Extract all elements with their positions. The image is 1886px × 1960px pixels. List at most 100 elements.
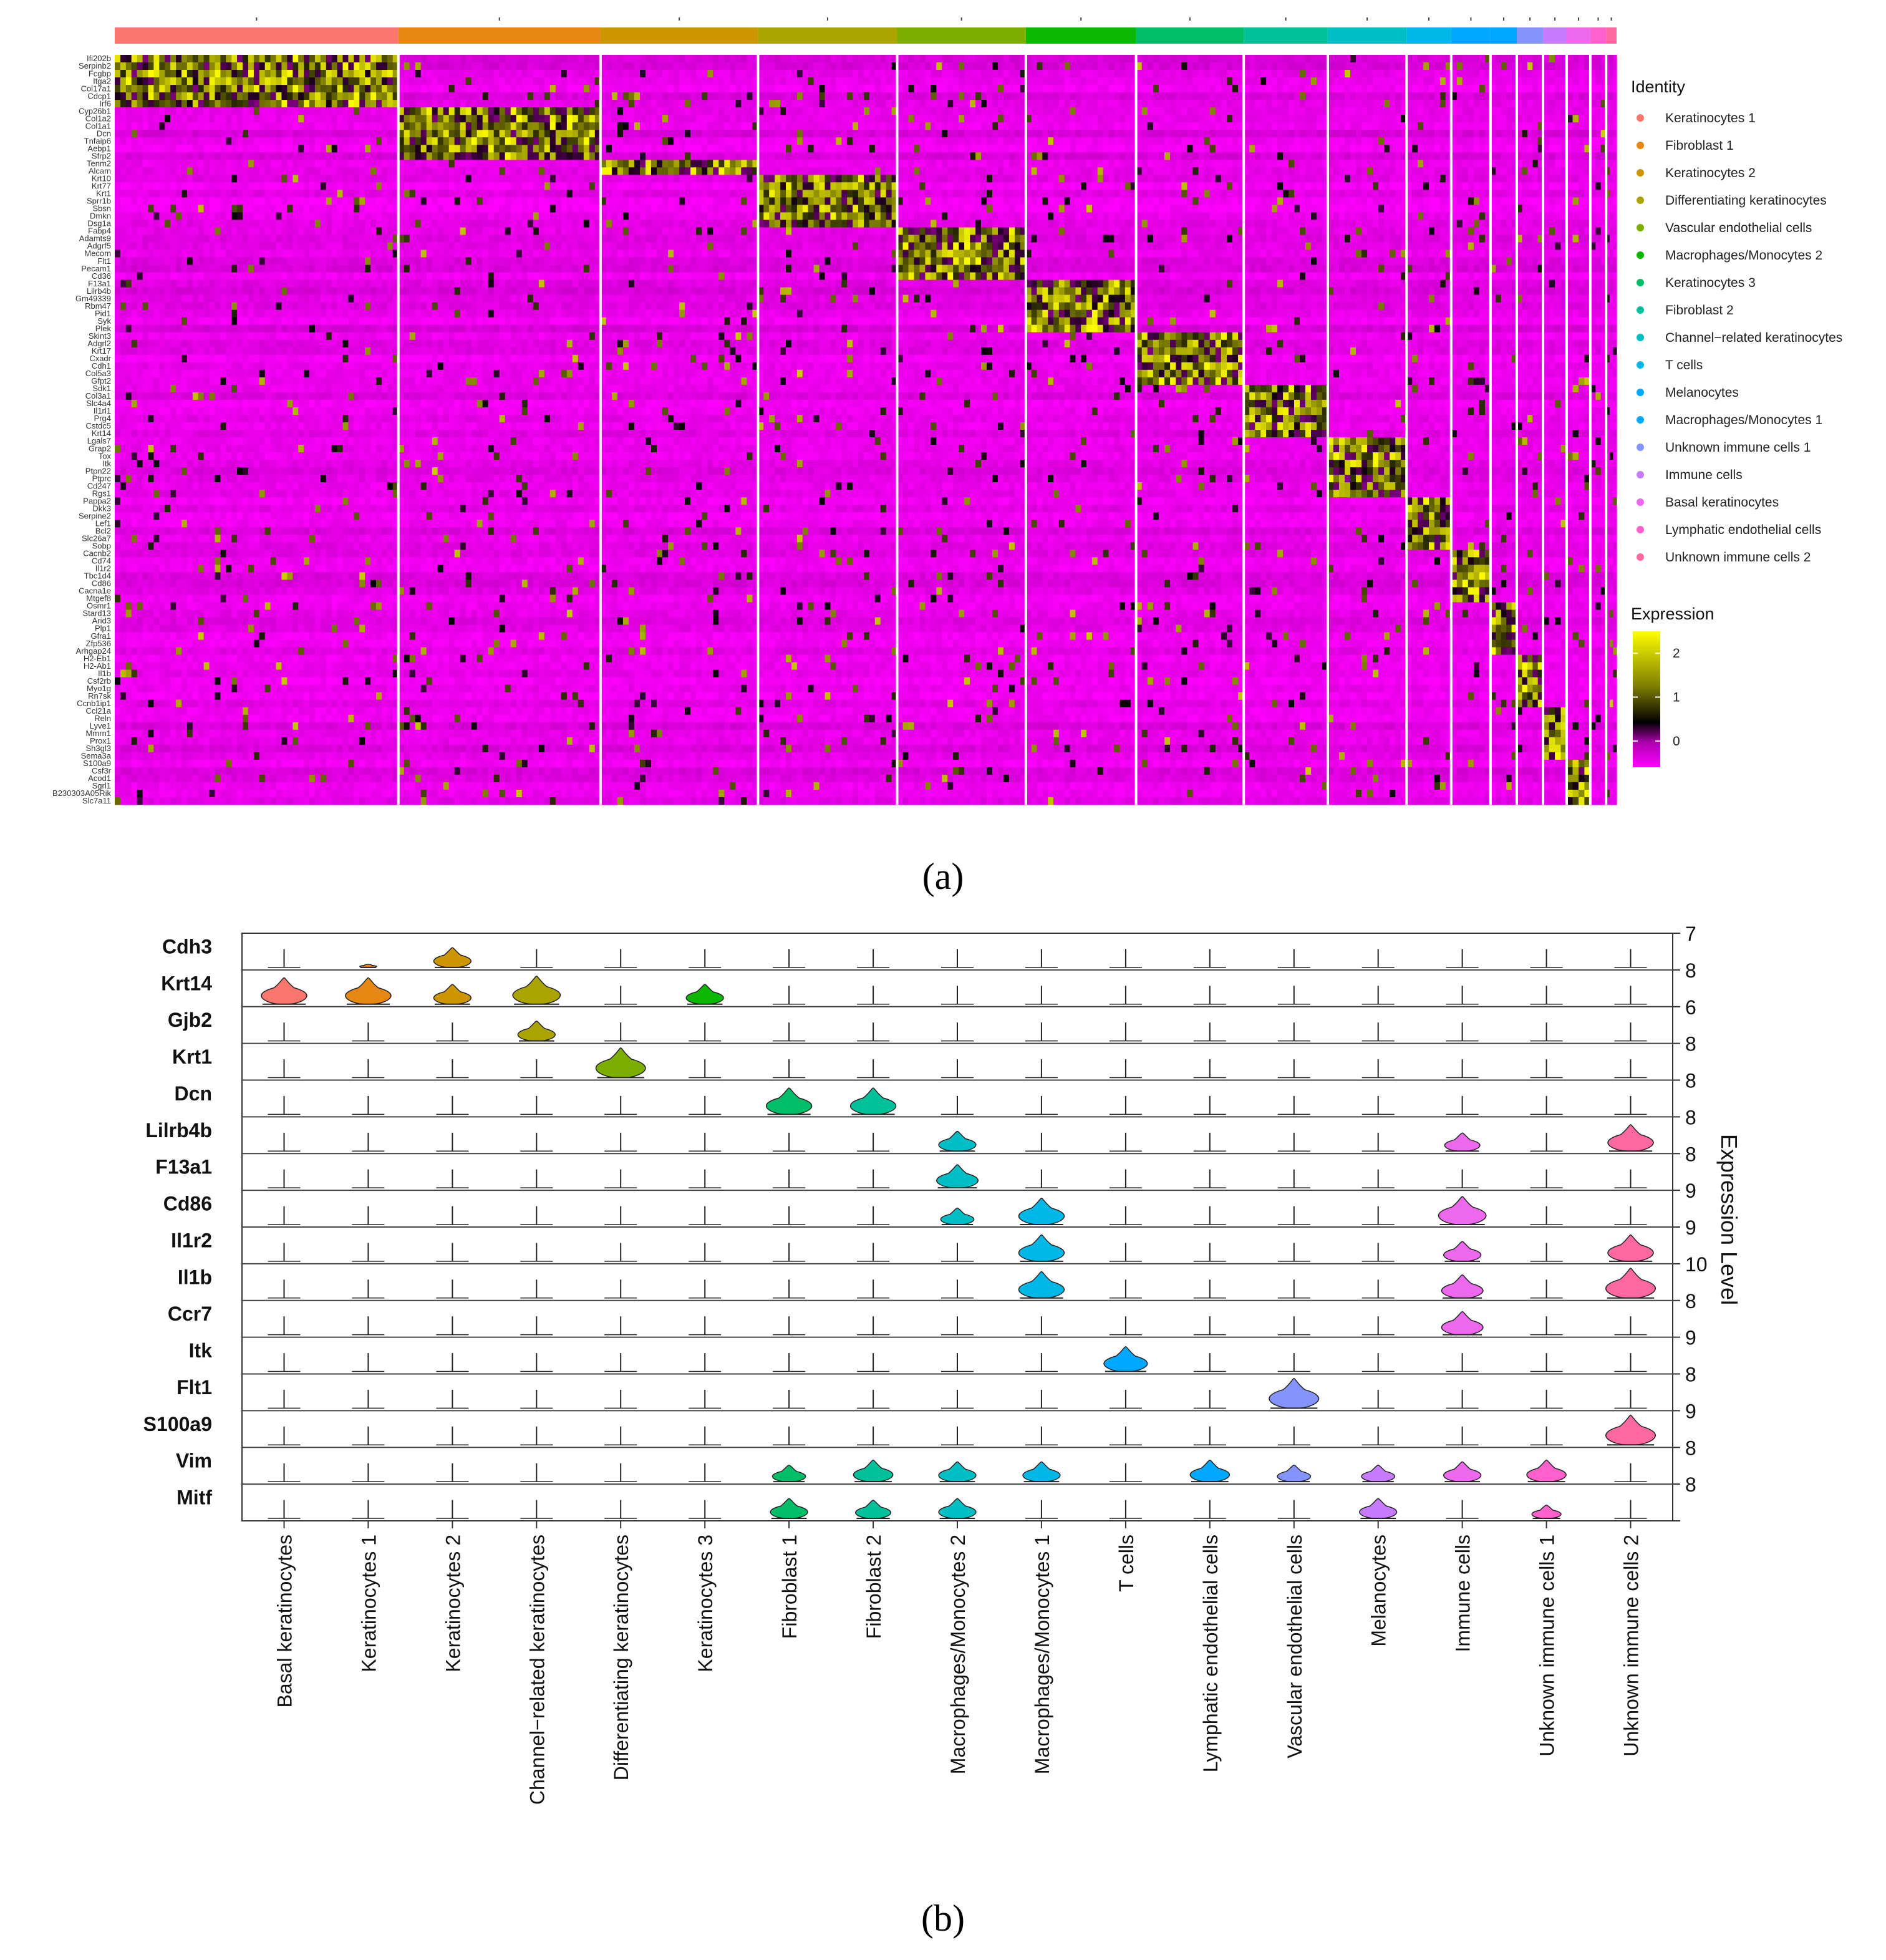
- heatmap-cell: [170, 639, 177, 648]
- heatmap-cell: [293, 77, 299, 85]
- heatmap-cell: [320, 557, 327, 565]
- heatmap-row-segment: [115, 339, 399, 348]
- heatmap-cell: [237, 407, 243, 415]
- heatmap-cell: [125, 160, 132, 168]
- heatmap-cell: [392, 565, 399, 573]
- heatmap-cell: [354, 392, 360, 400]
- heatmap-cell: [370, 100, 377, 108]
- heatmap-cell: [142, 197, 149, 205]
- heatmap-cell: [192, 677, 199, 686]
- heatmap-cell: [376, 279, 382, 288]
- heatmap-cell: [159, 197, 165, 205]
- heatmap-cell: [186, 527, 193, 535]
- heatmap-cell: [192, 197, 199, 205]
- heatmap-cell: [215, 182, 221, 190]
- heatmap-cell: [170, 527, 177, 535]
- heatmap-cell: [248, 714, 254, 723]
- heatmap-cell: [148, 317, 154, 326]
- heatmap-cell: [320, 182, 327, 190]
- heatmap-cell: [276, 550, 282, 558]
- heatmap-cell: [304, 580, 310, 588]
- heatmap-cell: [231, 572, 238, 580]
- heatmap-cell: [198, 339, 205, 348]
- heatmap-cell: [381, 512, 388, 520]
- heatmap-cell: [131, 617, 138, 625]
- heatmap-cell: [198, 205, 205, 213]
- heatmap-cell: [192, 654, 199, 662]
- heatmap-cell: [381, 520, 388, 528]
- heatmap-cell: [348, 384, 354, 393]
- heatmap-cell: [153, 632, 160, 640]
- heatmap-cell: [181, 407, 188, 415]
- heatmap-cell: [159, 707, 165, 716]
- heatmap-cell: [348, 287, 354, 295]
- heatmap-cell: [387, 190, 394, 198]
- heatmap-cell: [298, 744, 304, 753]
- heatmap-cell: [192, 692, 199, 701]
- heatmap-cell: [370, 85, 377, 93]
- heatmap-cell: [387, 535, 394, 543]
- heatmap-cell: [331, 475, 338, 483]
- heatmap-cell: [354, 145, 360, 153]
- heatmap-cell: [159, 624, 165, 633]
- heatmap-cell: [370, 535, 377, 543]
- heatmap-cell: [131, 714, 138, 723]
- heatmap-cell: [115, 699, 121, 708]
- heatmap-cell: [320, 242, 327, 250]
- heatmap-cell: [264, 55, 271, 63]
- heatmap-cell: [159, 369, 165, 378]
- heatmap-cell: [226, 482, 232, 490]
- heatmap-cell: [387, 62, 394, 70]
- heatmap-cell: [387, 460, 394, 468]
- heatmap-cell: [293, 752, 299, 760]
- heatmap-cell: [264, 639, 271, 648]
- cluster-bar-14: [1567, 27, 1590, 44]
- heatmap-cell: [392, 332, 399, 341]
- heatmap-cell: [253, 654, 260, 662]
- heatmap-cell: [215, 460, 221, 468]
- heatmap-cell: [348, 565, 354, 573]
- heatmap-cell: [231, 160, 238, 168]
- heatmap-cell: [125, 729, 132, 738]
- heatmap-cell: [392, 744, 399, 753]
- heatmap-cell: [253, 669, 260, 677]
- heatmap-cell: [198, 430, 205, 438]
- heatmap-cell: [137, 77, 143, 85]
- heatmap-cell: [376, 415, 382, 423]
- heatmap-cell: [287, 609, 293, 618]
- heatmap-cell: [331, 182, 338, 190]
- heatmap-cell: [309, 399, 316, 408]
- heatmap-cell: [354, 384, 360, 393]
- heatmap-cell: [192, 227, 199, 235]
- heatmap-cell: [220, 347, 226, 356]
- heatmap-cell: [237, 302, 243, 311]
- heatmap-cell: [293, 279, 299, 288]
- heatmap-cell: [237, 580, 243, 588]
- heatmap-cell: [198, 77, 205, 85]
- heatmap-cell: [287, 737, 293, 745]
- heatmap-cell: [226, 227, 232, 235]
- heatmap-cell: [259, 347, 266, 356]
- heatmap-cell: [287, 639, 293, 648]
- heatmap-cell: [370, 684, 377, 693]
- heatmap-cell: [176, 654, 182, 662]
- heatmap-cell: [281, 407, 288, 415]
- heatmap-cell: [281, 77, 288, 85]
- heatmap-cell: [209, 452, 216, 460]
- heatmap-cell: [215, 205, 221, 213]
- heatmap-cell: [148, 85, 154, 93]
- heatmap-cell: [314, 445, 321, 453]
- heatmap-cell: [137, 279, 143, 288]
- heatmap-cell: [287, 212, 293, 220]
- heatmap-cell: [120, 107, 127, 115]
- heatmap-cell: [226, 520, 232, 528]
- heatmap-cell: [365, 587, 371, 595]
- heatmap-cell: [298, 137, 304, 145]
- heatmap-cell: [309, 100, 316, 108]
- heatmap-cell: [342, 669, 349, 677]
- heatmap-cell: [314, 182, 321, 190]
- heatmap-cell: [287, 317, 293, 326]
- heatmap-cell: [120, 70, 127, 78]
- heatmap-cell: [376, 62, 382, 70]
- heatmap-cell: [181, 512, 188, 520]
